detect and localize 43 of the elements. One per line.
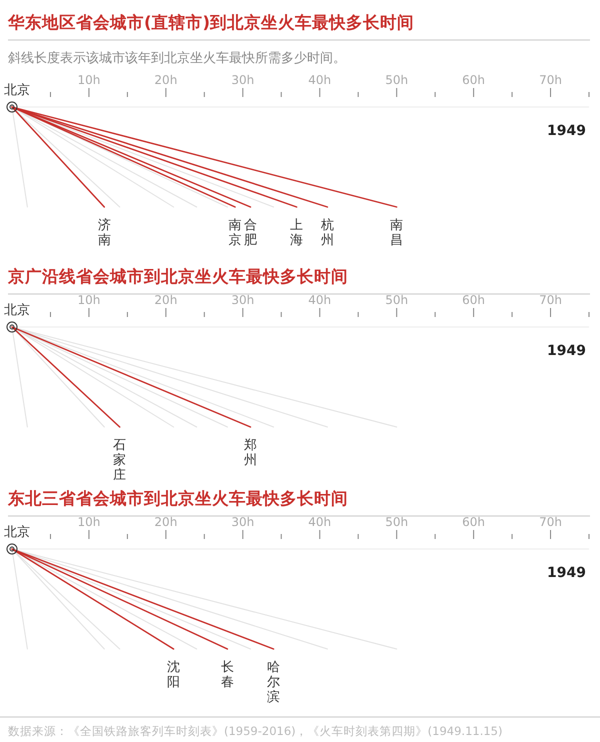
series-label: 长春 bbox=[220, 660, 234, 690]
x-tick-label: 30h bbox=[231, 293, 254, 307]
series-label: 郑州 bbox=[244, 438, 257, 468]
x-tick-label: 70h bbox=[539, 73, 562, 87]
series-label: 沈阳 bbox=[167, 660, 180, 690]
annotation: 1949 bbox=[547, 565, 586, 581]
chart-title: 东北三省省会城市到北京坐火车最快多长时间 bbox=[7, 489, 348, 508]
x-tick-label: 70h bbox=[539, 515, 562, 529]
text: 北京 bbox=[4, 303, 30, 318]
chart-title: 京广沿线省会城市到北京坐火车最快多长时间 bbox=[7, 267, 348, 286]
series-label: 哈尔滨 bbox=[267, 660, 280, 705]
text: 北京 bbox=[4, 83, 30, 98]
series-label: 南昌 bbox=[390, 218, 404, 248]
source-note: 数据来源：《全国铁路旅客列车时刻表》(1959-2016)，《火车时刻表第四期》(1949.11.15) bbox=[8, 724, 502, 738]
x-tick-label: 10h bbox=[77, 293, 100, 307]
chart-title: 华东地区省会城市(直辖市)到北京坐火车最快多长时间 bbox=[7, 13, 414, 32]
series-label: 济南 bbox=[98, 218, 111, 248]
annotation: 1949 bbox=[547, 343, 586, 359]
x-tick-label: 70h bbox=[539, 293, 562, 307]
x-tick-label: 60h bbox=[462, 73, 486, 87]
x-tick-label: 60h bbox=[462, 293, 486, 307]
x-tick-label: 40h bbox=[308, 73, 332, 87]
series-label: 石家庄 bbox=[113, 438, 126, 483]
x-tick-label: 30h bbox=[231, 515, 254, 529]
x-tick-label: 40h bbox=[308, 293, 332, 307]
x-tick-label: 60h bbox=[462, 515, 486, 529]
x-tick-label: 20h bbox=[154, 515, 178, 529]
x-tick-label: 20h bbox=[154, 73, 178, 87]
series-label: 合肥 bbox=[244, 218, 257, 248]
x-tick-label: 50h bbox=[385, 73, 408, 87]
x-tick-label: 10h bbox=[77, 515, 100, 529]
x-tick-label: 50h bbox=[385, 515, 408, 529]
x-tick-label: 20h bbox=[154, 293, 178, 307]
x-tick-label: 40h bbox=[308, 515, 332, 529]
x-tick-label: 10h bbox=[77, 73, 100, 87]
series-label: 南京 bbox=[228, 218, 242, 248]
annotation: 1949 bbox=[547, 123, 586, 139]
series-label: 上海 bbox=[290, 218, 304, 248]
chart-subtitle: 斜线长度表示该城市该年到北京坐火车最快所需多少时间。 bbox=[8, 50, 346, 66]
text: 北京 bbox=[4, 525, 30, 540]
x-tick-label: 30h bbox=[231, 73, 254, 87]
x-tick-label: 50h bbox=[385, 293, 408, 307]
series-label: 杭州 bbox=[320, 218, 334, 248]
